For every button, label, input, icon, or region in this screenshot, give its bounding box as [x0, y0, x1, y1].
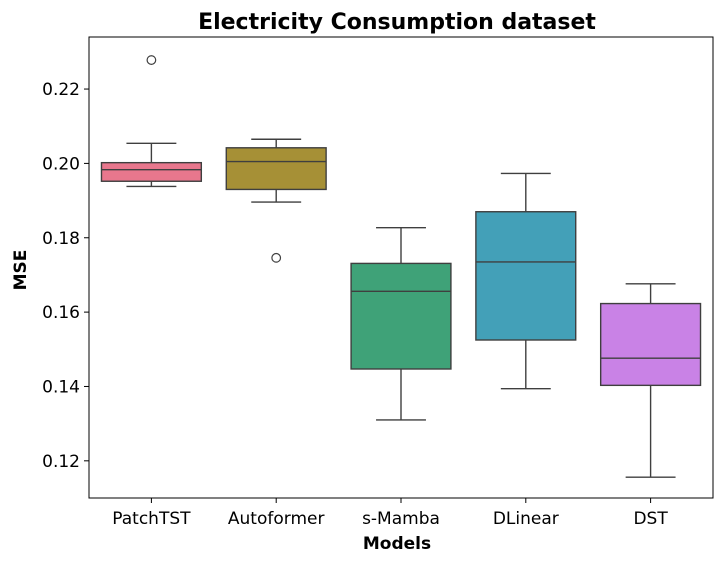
- chart-title: Electricity Consumption dataset: [198, 10, 596, 35]
- box-4: [475, 172, 577, 390]
- box-iqr: [350, 262, 452, 370]
- x-axis: PatchTST Autoformer s-Mamba DLinear DST: [112, 498, 668, 529]
- x-tick-label: s-Mamba: [362, 509, 440, 529]
- box-3: [350, 227, 452, 421]
- outlier-point: [271, 252, 282, 263]
- y-axis: 0.12 0.14 0.16 0.18 0.20 0.22: [42, 80, 89, 472]
- x-tick-label: Autoformer: [228, 509, 325, 529]
- box-2: [225, 138, 327, 263]
- y-tick-label: 0.14: [42, 377, 80, 397]
- y-axis-label: MSE: [11, 250, 31, 291]
- box-1: [100, 55, 203, 188]
- x-axis-label: Models: [363, 534, 431, 554]
- y-tick-label: 0.22: [42, 80, 80, 100]
- box-iqr: [100, 161, 203, 182]
- y-tick-label: 0.16: [42, 303, 80, 323]
- y-tick-label: 0.18: [42, 229, 80, 249]
- outlier-point: [146, 55, 157, 65]
- box-iqr: [225, 147, 327, 191]
- x-tick-label: DLinear: [493, 509, 559, 529]
- box-iqr: [475, 211, 577, 341]
- box-5: [599, 283, 702, 478]
- box-iqr: [599, 302, 702, 387]
- x-tick-label: DST: [633, 509, 668, 529]
- y-tick-label: 0.20: [42, 154, 80, 174]
- y-tick-label: 0.12: [42, 452, 80, 472]
- plot-area: [88, 36, 714, 499]
- x-tick-label: PatchTST: [112, 509, 191, 529]
